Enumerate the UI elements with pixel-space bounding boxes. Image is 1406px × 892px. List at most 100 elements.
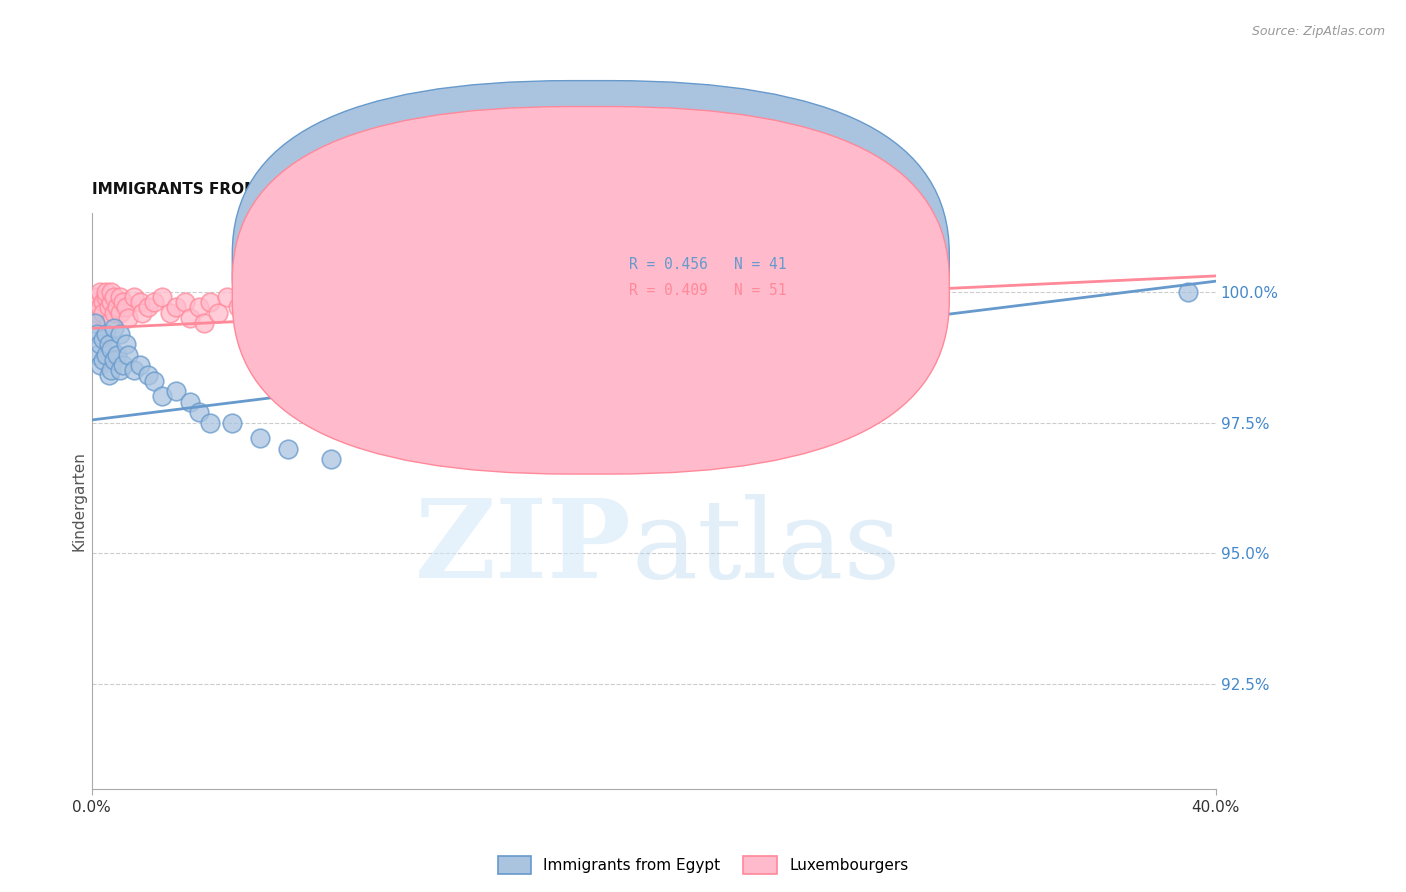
Point [103, 305, 125, 319]
Point [122, 290, 145, 304]
Point [159, 305, 181, 319]
Point [215, 290, 238, 304]
Point [558, 326, 581, 341]
Point [263, 310, 285, 325]
Point [446, 337, 468, 351]
Point [89, 301, 111, 315]
Point [643, 405, 665, 419]
Point [108, 290, 131, 304]
Point [86, 326, 108, 341]
Point [193, 316, 215, 330]
Point [91, 352, 114, 367]
Point [108, 363, 131, 377]
Point [94, 326, 117, 341]
Point [783, 400, 806, 414]
Point [361, 431, 384, 445]
Point [305, 326, 328, 341]
Point [117, 310, 139, 325]
Point [114, 301, 136, 315]
Point [488, 425, 510, 440]
Point [136, 368, 159, 383]
Legend: Immigrants from Egypt, Luxembourgers: Immigrants from Egypt, Luxembourgers [492, 850, 914, 880]
FancyBboxPatch shape [553, 236, 839, 308]
Point [122, 363, 145, 377]
Point [187, 301, 209, 315]
Point [173, 295, 195, 310]
Point [150, 290, 173, 304]
Point [83, 310, 105, 325]
Point [165, 301, 187, 315]
Point [333, 321, 356, 335]
Point [91, 305, 114, 319]
Text: Source: ZipAtlas.com: Source: ZipAtlas.com [1251, 25, 1385, 38]
Point [319, 452, 342, 467]
Point [142, 374, 165, 388]
Point [89, 358, 111, 372]
Point [1177, 285, 1199, 299]
Point [97, 337, 120, 351]
Point [243, 305, 266, 319]
Point [226, 301, 249, 315]
Point [142, 295, 165, 310]
Point [86, 290, 108, 304]
Point [136, 301, 159, 315]
Point [100, 343, 122, 357]
Point [108, 305, 131, 319]
Point [643, 321, 665, 335]
Text: atlas: atlas [631, 493, 901, 600]
Point [868, 337, 890, 351]
Point [249, 431, 271, 445]
FancyBboxPatch shape [232, 106, 949, 474]
Point [97, 368, 120, 383]
Point [103, 321, 125, 335]
Point [755, 316, 778, 330]
Point [283, 337, 305, 351]
Point [94, 290, 117, 304]
Point [179, 310, 201, 325]
Point [198, 295, 221, 310]
Point [111, 295, 134, 310]
Point [207, 305, 229, 319]
Point [103, 352, 125, 367]
Point [361, 316, 384, 330]
Y-axis label: Kindergarten: Kindergarten [72, 451, 86, 551]
Point [100, 363, 122, 377]
Point [94, 347, 117, 361]
Point [94, 285, 117, 299]
Point [100, 285, 122, 299]
Point [502, 332, 524, 346]
Point [91, 332, 114, 346]
Point [221, 416, 243, 430]
Point [105, 301, 128, 315]
Point [150, 389, 173, 403]
Point [131, 305, 153, 319]
Text: ZIP: ZIP [415, 493, 631, 600]
Point [103, 290, 125, 304]
Text: IMMIGRANTS FROM EGYPT VS LUXEMBOURGER KINDERGARTEN CORRELATION CHART: IMMIGRANTS FROM EGYPT VS LUXEMBOURGER KI… [91, 182, 823, 196]
Point [179, 394, 201, 409]
Point [83, 295, 105, 310]
Text: R = 0.456   N = 41: R = 0.456 N = 41 [628, 257, 786, 272]
Point [128, 358, 150, 372]
Point [97, 301, 120, 315]
Point [91, 295, 114, 310]
Point [89, 337, 111, 351]
FancyBboxPatch shape [232, 80, 949, 448]
Point [198, 416, 221, 430]
Point [277, 442, 299, 456]
Point [558, 431, 581, 445]
Text: R = 0.409   N = 51: R = 0.409 N = 51 [628, 283, 786, 298]
Point [128, 295, 150, 310]
Point [97, 316, 120, 330]
Point [117, 347, 139, 361]
Point [89, 285, 111, 299]
Point [86, 347, 108, 361]
Point [83, 316, 105, 330]
Point [187, 405, 209, 419]
Point [165, 384, 187, 399]
Point [86, 305, 108, 319]
Point [418, 416, 440, 430]
Point [404, 326, 426, 341]
Point [108, 326, 131, 341]
Point [100, 295, 122, 310]
